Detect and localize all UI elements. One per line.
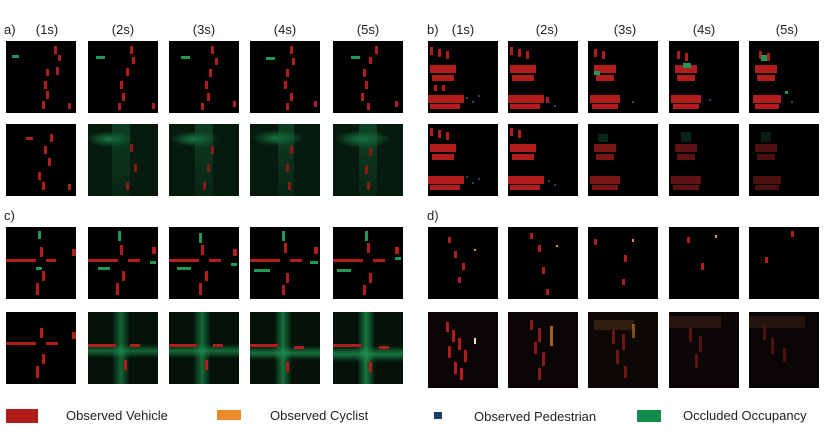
legend-swatch-vehicle bbox=[6, 409, 38, 423]
time-label-a-4: (4s) bbox=[273, 22, 297, 37]
panel-a-predicted-2 bbox=[88, 124, 158, 196]
time-label-a-5: (5s) bbox=[356, 22, 380, 37]
time-label-b-4: (4s) bbox=[692, 22, 716, 37]
panel-a-observed-4 bbox=[250, 41, 320, 113]
section-label-c: c) bbox=[4, 208, 15, 223]
panel-b-predicted-3 bbox=[588, 124, 658, 196]
panel-c-observed-3 bbox=[169, 227, 239, 299]
panel-c-predicted-5 bbox=[333, 312, 403, 384]
panel-d-observed-5 bbox=[749, 227, 819, 299]
legend-label-pedestrian: Observed Pedestrian bbox=[474, 409, 597, 424]
panel-d-observed-2 bbox=[508, 227, 578, 299]
panel-a-predicted-4 bbox=[250, 124, 320, 196]
section-label-a: a) bbox=[4, 22, 16, 37]
time-label-b-2: (2s) bbox=[535, 22, 559, 37]
panel-a-observed-3 bbox=[169, 41, 239, 113]
panel-c-predicted-3 bbox=[169, 312, 239, 384]
time-label-a-1: (1s) bbox=[35, 22, 59, 37]
panel-b-observed-2 bbox=[508, 41, 578, 113]
section-label-b: b) bbox=[427, 22, 439, 37]
panel-b-observed-3 bbox=[588, 41, 658, 113]
panel-b-observed-1 bbox=[428, 41, 498, 113]
panel-c-predicted-1 bbox=[6, 312, 76, 384]
panel-b-observed-4 bbox=[669, 41, 739, 113]
legend-label-vehicle: Observed Vehicle bbox=[66, 408, 168, 423]
time-label-b-5: (5s) bbox=[775, 22, 799, 37]
time-label-b-1: (1s) bbox=[451, 22, 475, 37]
panel-b-predicted-5 bbox=[749, 124, 819, 196]
panel-a-observed-5 bbox=[333, 41, 403, 113]
legend-swatch-pedestrian bbox=[434, 412, 442, 419]
panel-d-predicted-1 bbox=[428, 312, 498, 388]
panel-d-predicted-2 bbox=[508, 312, 578, 388]
panel-c-observed-4 bbox=[250, 227, 320, 299]
panel-d-predicted-5 bbox=[749, 312, 819, 388]
panel-c-predicted-4 bbox=[250, 312, 320, 384]
panel-b-predicted-1 bbox=[428, 124, 498, 196]
panel-a-observed-1 bbox=[6, 41, 76, 113]
panel-a-predicted-1 bbox=[6, 124, 76, 196]
panel-b-predicted-2 bbox=[508, 124, 578, 196]
time-label-a-2: (2s) bbox=[111, 22, 135, 37]
panel-d-observed-1 bbox=[428, 227, 498, 299]
panel-a-observed-2 bbox=[88, 41, 158, 113]
panel-d-observed-3 bbox=[588, 227, 658, 299]
panel-d-predicted-4 bbox=[669, 312, 739, 388]
legend-swatch-cyclist bbox=[217, 410, 241, 420]
legend-swatch-occluded bbox=[637, 410, 661, 422]
legend-label-occluded: Occluded Occupancy bbox=[683, 408, 807, 423]
panel-d-observed-4 bbox=[669, 227, 739, 299]
panel-c-observed-1 bbox=[6, 227, 76, 299]
panel-a-predicted-3 bbox=[169, 124, 239, 196]
section-label-d: d) bbox=[427, 208, 439, 223]
panel-b-observed-5 bbox=[749, 41, 819, 113]
panel-d-predicted-3 bbox=[588, 312, 658, 388]
panel-b-predicted-4 bbox=[669, 124, 739, 196]
time-label-a-3: (3s) bbox=[192, 22, 216, 37]
panel-c-observed-5 bbox=[333, 227, 403, 299]
panel-c-observed-2 bbox=[88, 227, 158, 299]
panel-c-predicted-2 bbox=[88, 312, 158, 384]
time-label-b-3: (3s) bbox=[613, 22, 637, 37]
legend-label-cyclist: Observed Cyclist bbox=[270, 408, 369, 423]
panel-a-predicted-5 bbox=[333, 124, 403, 196]
